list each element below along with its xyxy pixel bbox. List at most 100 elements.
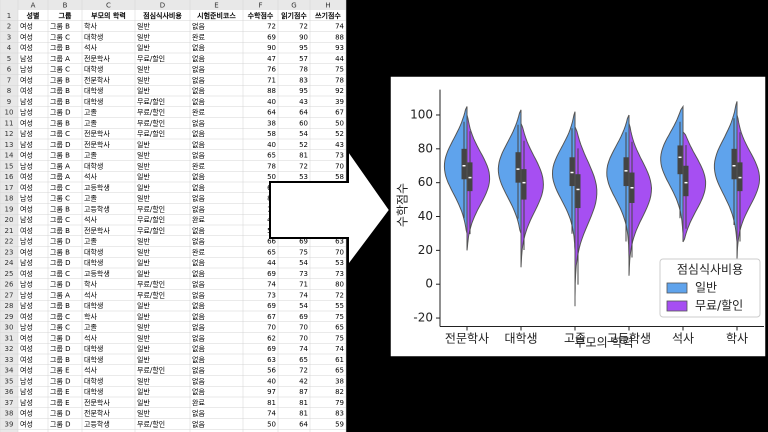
cell: 75 (335, 334, 344, 342)
cell: 67 (267, 313, 276, 321)
cell: 76 (267, 66, 276, 74)
cell: 그룹 A (50, 173, 70, 181)
box (461, 148, 467, 180)
cell: 여성 (20, 226, 33, 235)
cell: 54 (299, 259, 308, 267)
cell: 74 (299, 291, 308, 299)
cell: 74 (335, 23, 344, 31)
cell: 대학생 (84, 97, 103, 106)
cell: 그룹 D (50, 377, 71, 385)
row-number: 28 (5, 302, 14, 310)
cell: 없음 (192, 141, 205, 149)
cell: 학사 (84, 312, 97, 321)
cell: 일반 (137, 32, 150, 41)
cell: 완료 (192, 33, 205, 41)
cell: 무료/할인 (137, 54, 165, 63)
cell: 남성 (20, 54, 33, 63)
legend-swatch (666, 282, 688, 294)
cell: 남성 (20, 237, 33, 246)
cell: 그룹 B (50, 356, 70, 364)
cell: 54 (299, 302, 308, 310)
cell: 없음 (192, 66, 205, 74)
cell: 없음 (192, 130, 205, 138)
cell: 71 (299, 281, 308, 289)
row-number: 18 (5, 195, 14, 203)
violin-half (606, 114, 630, 259)
cell: 일반 (137, 86, 150, 95)
row-number: 9 (7, 98, 11, 106)
cell: 52 (335, 130, 344, 138)
x-tick-label: 고등학생 (607, 332, 651, 346)
cell: 그룹 D (50, 334, 71, 342)
cell: 그룹 D (50, 410, 71, 418)
violin-half (682, 130, 707, 243)
cell: 석사 (84, 366, 97, 375)
x-tick-label: 전문학사 (445, 332, 489, 346)
row-number: 31 (5, 334, 14, 342)
cell: 없음 (192, 259, 205, 267)
cell: 없음 (192, 410, 205, 418)
cell: 50 (267, 420, 276, 428)
violin-half (574, 126, 598, 307)
row-number: 11 (5, 119, 14, 127)
row-number: 10 (5, 109, 14, 117)
cell: 무료/할인 (137, 226, 165, 235)
cell: 남성 (20, 97, 33, 106)
cell: 70 (267, 324, 276, 332)
row-number: 38 (5, 410, 14, 418)
cell: 일반 (137, 22, 150, 31)
cell: 완료 (192, 162, 205, 170)
violin-half (520, 123, 544, 268)
legend-label: 일반 (695, 281, 717, 295)
cell: 남성 (20, 290, 33, 299)
cell: 여성 (20, 118, 33, 127)
box (575, 174, 581, 209)
cell: 고졸 (84, 119, 97, 127)
box (521, 169, 527, 200)
x-tick-label: 학사 (726, 332, 748, 346)
cell: 남성 (20, 280, 33, 289)
cell: 53 (299, 173, 308, 181)
cell: 여성 (20, 269, 33, 278)
cell: 남성 (20, 161, 33, 170)
cell: 65 (267, 248, 276, 256)
cell: 82 (335, 388, 344, 396)
cell: 그룹 B (50, 119, 70, 127)
cell: 55 (335, 302, 344, 310)
cell: 70 (299, 334, 308, 342)
cell: 그룹 E (50, 367, 70, 375)
cell: 일반 (137, 269, 150, 278)
cell: 그룹 C (50, 33, 70, 41)
row-number: 33 (5, 356, 14, 364)
cell: 그룹 B (50, 205, 70, 213)
cell: 학사 (84, 22, 97, 31)
box (683, 165, 689, 197)
cell: 대학생 (84, 344, 103, 353)
x-tick-label: 고졸 (564, 332, 586, 346)
cell: 74 (335, 345, 344, 353)
cell: 남성 (20, 398, 33, 407)
cell: 61 (335, 356, 344, 364)
cell: 88 (335, 33, 344, 41)
cell: 석사 (84, 333, 97, 342)
cell: 일반 (137, 355, 150, 364)
cell: 대학생 (84, 32, 103, 41)
box (677, 145, 683, 175)
header-cell: 쓰기점수 (315, 11, 341, 20)
cell: 여성 (20, 86, 33, 95)
cell: 여성 (20, 32, 33, 41)
cell: 무료/할인 (137, 419, 165, 428)
cell: 고등학생 (84, 204, 110, 213)
cell: 81 (299, 410, 308, 418)
cell: 없음 (192, 420, 205, 428)
cell: 일반 (137, 387, 150, 396)
header-cell: 읽기점수 (281, 11, 307, 20)
row-number: 19 (5, 205, 14, 213)
cell: 대학생 (84, 258, 103, 267)
cell: 없음 (192, 227, 205, 235)
cell: 남성 (20, 108, 33, 117)
cell: 69 (267, 33, 276, 41)
cell: 여성 (20, 22, 33, 31)
cell: 완료 (192, 248, 205, 256)
